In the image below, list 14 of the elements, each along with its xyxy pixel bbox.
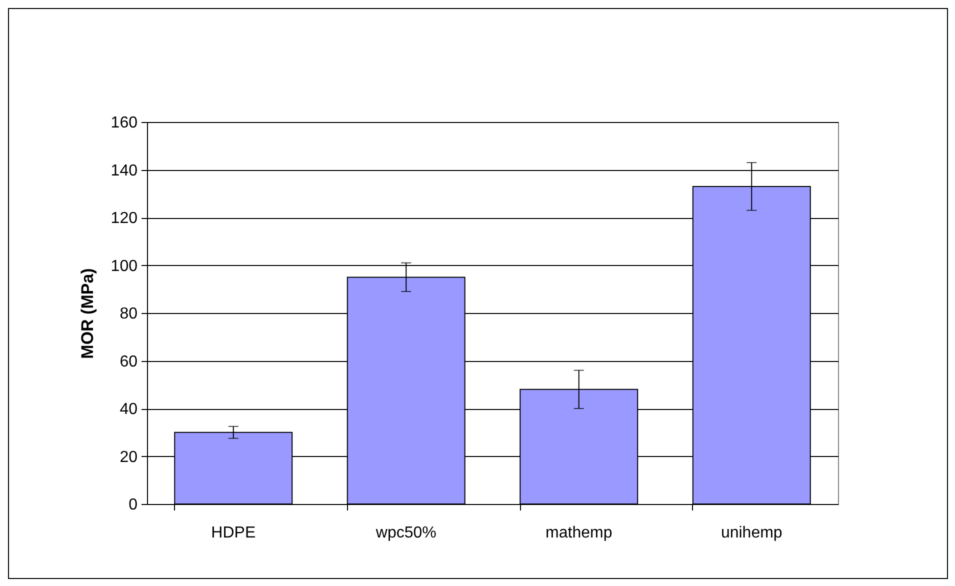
y-tick-label: 120 <box>110 210 138 227</box>
y-tick-label: 60 <box>120 353 138 370</box>
x-tick-label: wpc50% <box>374 524 436 542</box>
y-tick-label: 40 <box>120 401 138 418</box>
y-axis-title: MOR (MPa) <box>78 268 97 359</box>
y-tick-label: 80 <box>120 306 138 322</box>
x-tick-label: unihemp <box>720 524 782 542</box>
y-tick-label: 100 <box>110 258 138 275</box>
y-tick-label: 140 <box>110 162 138 180</box>
x-tick-label: mathemp <box>546 524 612 542</box>
y-tick-label: 20 <box>120 448 138 466</box>
y-tick-label: 160 <box>110 114 138 132</box>
x-tick-label: HDPE <box>211 524 256 542</box>
y-tick-label: 0 <box>128 496 138 514</box>
